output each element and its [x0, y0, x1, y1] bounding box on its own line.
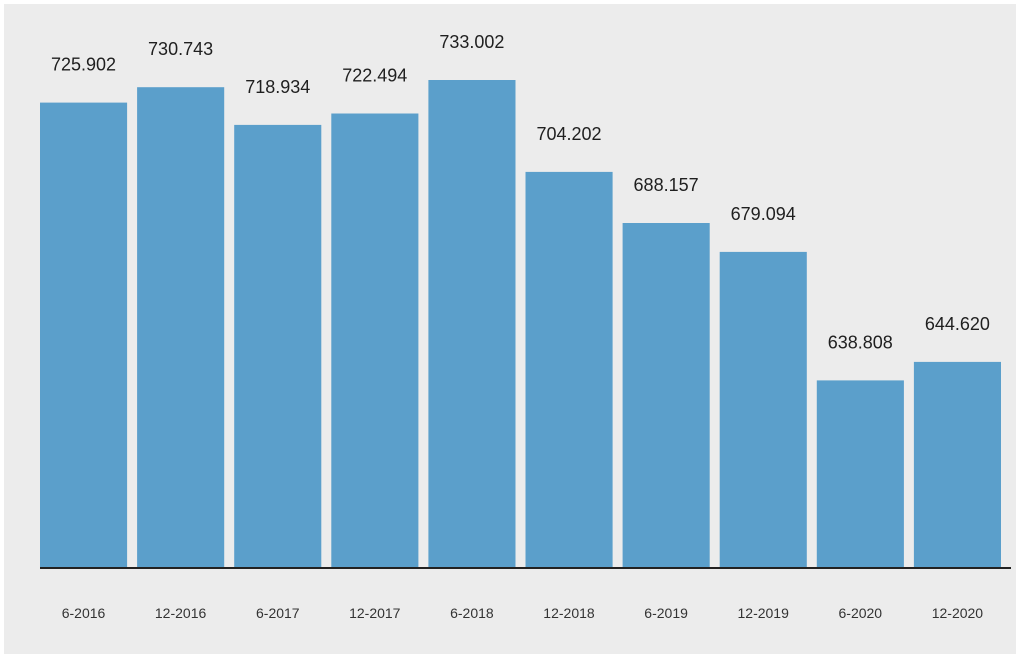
value-label-12-2017: 722.494 — [342, 66, 407, 86]
bars-layer — [40, 80, 1001, 568]
value-label-12-2020: 644.620 — [925, 314, 990, 334]
bar-12-2017 — [331, 114, 418, 569]
value-label-6-2020: 638.808 — [828, 332, 893, 352]
bar-6-2019 — [623, 223, 710, 568]
value-label-6-2017: 718.934 — [245, 77, 310, 97]
category-label-6-2016: 6-2016 — [62, 605, 106, 621]
value-label-6-2019: 688.157 — [634, 175, 699, 195]
bar-12-2016 — [137, 87, 224, 568]
category-label-12-2018: 12-2018 — [543, 605, 595, 621]
value-label-12-2019: 679.094 — [731, 204, 796, 224]
category-label-6-2020: 6-2020 — [839, 605, 883, 621]
category-label-6-2018: 6-2018 — [450, 605, 494, 621]
category-label-12-2020: 12-2020 — [932, 605, 984, 621]
bar-6-2018 — [428, 80, 515, 568]
category-labels-layer: 6-2016 12-2016 6-2017 12-2017 6-2018 12-2018 6… — [62, 605, 984, 621]
bar-6-2017 — [234, 125, 321, 568]
bar-12-2018 — [526, 172, 613, 568]
value-label-6-2018: 733.002 — [439, 32, 504, 52]
bar-12-2019 — [720, 252, 807, 568]
category-label-6-2017: 6-2017 — [256, 605, 300, 621]
value-label-6-2016: 725.902 — [51, 55, 116, 75]
bar-6-2016 — [40, 103, 127, 568]
category-label-6-2019: 6-2019 — [644, 605, 688, 621]
bar-12-2020 — [914, 362, 1001, 568]
value-label-12-2018: 704.202 — [536, 124, 601, 144]
category-label-12-2017: 12-2017 — [349, 605, 401, 621]
bar-6-2020 — [817, 380, 904, 568]
category-label-12-2019: 12-2019 — [738, 605, 790, 621]
value-label-12-2016: 730.743 — [148, 39, 213, 59]
category-label-12-2016: 12-2016 — [155, 605, 207, 621]
